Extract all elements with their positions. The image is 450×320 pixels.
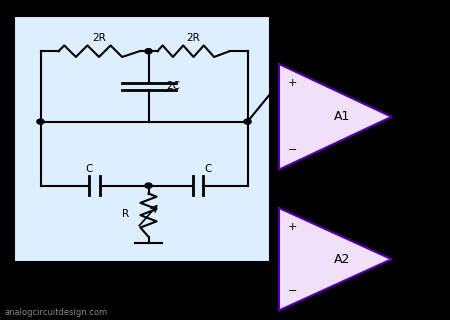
Circle shape bbox=[37, 119, 44, 124]
FancyBboxPatch shape bbox=[14, 16, 270, 262]
Circle shape bbox=[145, 49, 152, 54]
Text: analogcircuitdesign.com: analogcircuitdesign.com bbox=[4, 308, 108, 317]
Polygon shape bbox=[279, 208, 392, 310]
Text: 2C: 2C bbox=[166, 81, 180, 92]
Text: 2R: 2R bbox=[92, 33, 106, 43]
Text: R: R bbox=[122, 209, 129, 220]
Text: 2R: 2R bbox=[187, 33, 200, 43]
Text: +: + bbox=[288, 78, 297, 88]
Text: −: − bbox=[288, 286, 297, 296]
Text: C: C bbox=[205, 164, 212, 174]
Circle shape bbox=[244, 119, 251, 124]
Text: C: C bbox=[86, 164, 93, 174]
Text: A1: A1 bbox=[334, 110, 350, 123]
Circle shape bbox=[145, 183, 152, 188]
Text: A2: A2 bbox=[334, 253, 350, 266]
Polygon shape bbox=[279, 64, 392, 170]
Text: −: − bbox=[288, 145, 297, 156]
Text: +: + bbox=[288, 222, 297, 232]
